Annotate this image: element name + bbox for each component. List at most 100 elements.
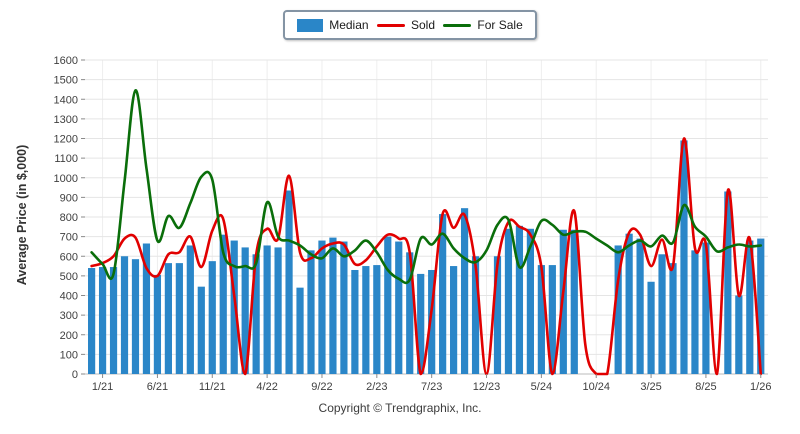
legend-item-forsale[interactable]: For Sale [443,18,523,32]
median-bar [153,274,162,374]
median-bar [307,250,315,374]
median-bar [175,263,183,374]
y-tick-label: 200 [60,330,78,342]
median-bar [504,228,513,374]
median-bar [208,261,216,374]
median-bar [219,234,227,374]
x-tick-label: 1/26 [750,381,771,393]
median-bar [186,245,194,374]
median-bar [757,238,765,374]
median-bar [197,286,205,374]
median-bar [702,242,710,374]
median-bar [329,237,337,374]
copyright-footer: Copyright © Trendgraphix, Inc. [318,401,482,415]
y-tick-label: 100 [60,349,78,361]
median-bar [526,228,534,374]
legend-label-median: Median [329,18,369,32]
y-tick-label: 1400 [54,94,78,106]
median-bar [417,273,425,374]
x-tick-label: 5/24 [531,381,552,393]
median-bar [88,268,96,374]
x-tick-label: 9/22 [311,381,332,393]
legend-label-forsale: For Sale [477,18,523,32]
median-bar [296,287,304,374]
median-bar [252,254,260,374]
median-bar [537,265,545,374]
median-bar [614,245,622,374]
y-tick-label: 800 [60,212,78,224]
median-bar [450,266,458,374]
median-bar [460,208,469,374]
median-bar [384,236,392,374]
median-bar [735,295,743,374]
y-tick-label: 500 [60,271,78,283]
median-bar [515,225,524,374]
median-bar [263,245,271,374]
forsale-line-swatch-icon [443,23,472,27]
median-bar [669,263,677,374]
median-bar [318,240,326,374]
median-bar [142,243,151,374]
y-tick-label: 900 [60,192,78,204]
median-bar [351,269,359,374]
median-bar [241,247,249,374]
y-tick-label: 400 [60,291,78,303]
median-bar [439,214,447,374]
median-bar [548,265,556,374]
median-bar [164,263,172,374]
median-bar [362,266,370,374]
y-tick-label: 0 [72,369,78,381]
median-bar [625,233,633,374]
median-bar [428,269,436,374]
median-bar [691,250,699,374]
median-bar [109,267,118,374]
median-bar [658,254,666,374]
x-tick-label: 10/24 [582,381,610,393]
y-tick-label: 1300 [54,114,78,126]
median-bar-swatch-icon [297,18,324,32]
legend-item-sold[interactable]: Sold [376,18,435,32]
x-tick-label: 6/21 [147,381,168,393]
median-bar [373,265,381,374]
y-axis-title: Average Price (in $,000) [15,144,29,286]
median-bar [570,229,578,374]
y-tick-label: 300 [60,310,78,322]
median-bar [724,191,732,374]
x-tick-label: 2/23 [366,381,387,393]
legend: Median Sold For Sale [283,10,537,40]
median-bar [647,281,655,374]
y-tick-label: 1600 [54,55,78,67]
median-bar [230,240,238,374]
median-bar [340,241,348,374]
x-tick-label: 11/21 [199,381,226,393]
x-tick-label: 3/25 [640,381,661,393]
median-bar [493,256,502,374]
median-bar [131,259,140,374]
y-tick-label: 700 [60,232,78,244]
x-tick-label: 7/23 [421,381,442,393]
sold-line-swatch-icon [376,23,405,27]
sold-line [90,137,763,376]
y-tick-label: 1200 [54,134,78,146]
x-tick-label: 8/25 [695,381,716,393]
median-bar [285,190,293,374]
y-tick-label: 600 [60,251,78,263]
median-bar [98,267,107,374]
x-tick-label: 1/21 [92,381,113,393]
median-bar [120,256,129,374]
for-sale-line [90,89,763,285]
median-bar [680,140,688,374]
legend-label-sold: Sold [410,18,435,32]
y-tick-label: 1000 [54,173,78,185]
median-bar [471,256,480,374]
x-tick-label: 12/23 [473,381,501,393]
median-bar [274,247,282,374]
median-bar [746,240,754,374]
median-bar [636,238,644,374]
x-tick-label: 4/22 [256,381,277,393]
y-tick-label: 1500 [54,75,78,87]
median-bar [395,241,403,374]
legend-item-median[interactable]: Median [297,18,369,32]
